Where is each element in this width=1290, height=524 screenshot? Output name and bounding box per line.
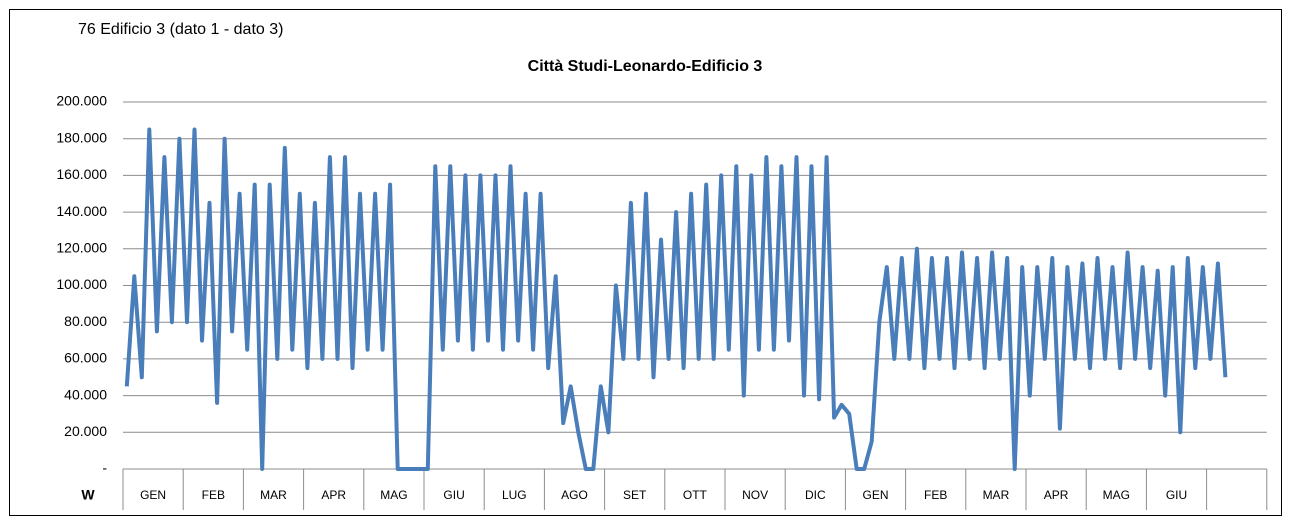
x-tick-label: DIC — [805, 488, 826, 502]
header: 76 Edificio 3 (dato 1 - dato 3) — [78, 21, 283, 38]
x-tick-label: GIU — [1166, 488, 1187, 502]
chart-title: Città Studi-Leonardo-Edificio 3 — [528, 58, 763, 75]
x-tick-label: APR — [321, 488, 346, 502]
x-tick-label: LUG — [502, 488, 527, 502]
x-tick-label: MAG — [1103, 488, 1130, 502]
x-tick-label: OTT — [683, 488, 708, 502]
y-tick-label: 140.000 — [56, 203, 107, 219]
y-tick-label: 160.000 — [56, 166, 107, 182]
x-tick-label: MAR — [260, 488, 287, 502]
x-axis-label: W — [81, 487, 95, 503]
y-tick-label: 60.000 — [64, 350, 107, 366]
y-tick-label: 20.000 — [64, 423, 107, 439]
y-tick-label: 200.000 — [56, 93, 107, 109]
x-tick-label: NOV — [742, 488, 768, 502]
x-tick-label: APR — [1044, 488, 1069, 502]
x-tick-label: FEB — [202, 488, 225, 502]
x-tick-label: GEN — [140, 488, 166, 502]
y-tick-label: 40.000 — [64, 386, 107, 402]
y-tick-label: 120.000 — [56, 240, 107, 256]
x-tick-label: GEN — [862, 488, 888, 502]
x-tick-label: MAG — [380, 488, 407, 502]
y-tick-label: 180.000 — [56, 129, 107, 145]
x-tick-label: AGO — [561, 488, 588, 502]
data-line — [124, 127, 1228, 471]
x-tick-label: SET — [623, 488, 647, 502]
y-tick-label: 80.000 — [64, 313, 107, 329]
y-tick-label: - — [102, 460, 107, 476]
y-tick-label: 100.000 — [56, 276, 107, 292]
x-tick-label: GIU — [443, 488, 464, 502]
x-tick-label: MAR — [983, 488, 1010, 502]
x-tick-label: FEB — [924, 488, 947, 502]
